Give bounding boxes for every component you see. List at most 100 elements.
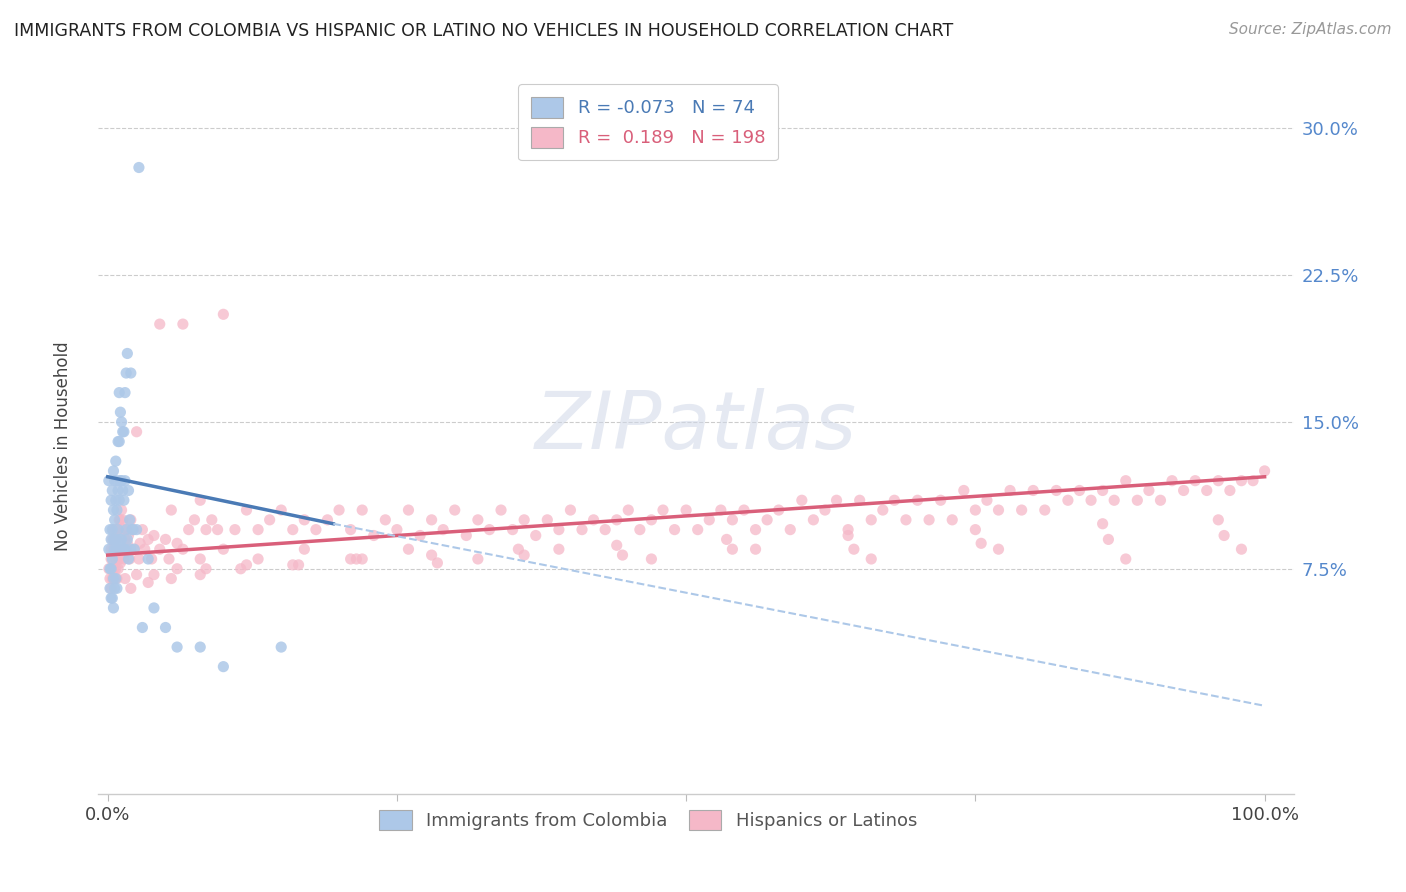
Point	[409, 528, 432, 542]
Point	[894, 513, 917, 527]
Point	[112, 552, 135, 566]
Point	[134, 542, 156, 557]
Point	[114, 572, 136, 586]
Point	[104, 582, 127, 596]
Point	[710, 503, 733, 517]
Point	[195, 523, 218, 537]
Point	[837, 528, 859, 542]
Point	[122, 523, 145, 537]
Point	[1033, 503, 1056, 517]
Point	[110, 503, 132, 517]
Point	[108, 542, 131, 557]
Point	[716, 533, 738, 547]
Point	[188, 493, 211, 508]
Point	[1241, 474, 1264, 488]
Point	[104, 523, 127, 537]
Point	[1137, 483, 1160, 498]
Point	[339, 552, 361, 566]
Point	[842, 542, 865, 557]
Point	[103, 503, 125, 517]
Point	[111, 483, 134, 498]
Point	[952, 483, 974, 498]
Point	[207, 523, 229, 537]
Point	[111, 425, 134, 439]
Point	[259, 513, 281, 527]
Point	[756, 513, 779, 527]
Point	[112, 425, 135, 439]
Point	[502, 523, 524, 537]
Point	[270, 640, 292, 654]
Point	[235, 558, 257, 572]
Point	[1213, 528, 1236, 542]
Point	[103, 562, 125, 576]
Point	[582, 513, 605, 527]
Point	[837, 523, 859, 537]
Point	[733, 503, 755, 517]
Point	[155, 533, 177, 547]
Point	[1057, 493, 1080, 508]
Point	[281, 558, 304, 572]
Point	[201, 513, 224, 527]
Point	[420, 548, 443, 562]
Point	[108, 552, 131, 566]
Point	[149, 317, 172, 331]
Point	[606, 538, 628, 552]
Point	[110, 474, 132, 488]
Point	[316, 513, 339, 527]
Text: No Vehicles in Household: No Vehicles in Household	[55, 341, 72, 551]
Point	[970, 536, 993, 550]
Point	[110, 474, 132, 488]
Point	[104, 562, 127, 576]
Point	[100, 562, 122, 576]
Point	[292, 513, 315, 527]
Point	[103, 542, 125, 557]
Point	[108, 513, 131, 527]
Point	[195, 562, 218, 576]
Point	[432, 523, 454, 537]
Point	[117, 346, 139, 360]
Point	[131, 620, 153, 634]
Point	[929, 493, 952, 508]
Point	[120, 366, 142, 380]
Point	[508, 542, 530, 557]
Point	[860, 513, 883, 527]
Point	[1022, 483, 1045, 498]
Point	[105, 542, 128, 557]
Point	[142, 567, 165, 582]
Point	[104, 513, 127, 527]
Point	[188, 552, 211, 566]
Point	[115, 523, 138, 537]
Point	[976, 493, 998, 508]
Point	[114, 542, 136, 557]
Point	[456, 528, 478, 542]
Point	[136, 575, 159, 590]
Point	[640, 552, 662, 566]
Point	[166, 640, 188, 654]
Point	[744, 523, 766, 537]
Point	[103, 533, 125, 547]
Point	[872, 503, 894, 517]
Point	[98, 582, 121, 596]
Point	[1208, 474, 1230, 488]
Point	[1115, 474, 1137, 488]
Point	[652, 503, 675, 517]
Point	[803, 513, 825, 527]
Point	[1195, 483, 1218, 498]
Point	[121, 523, 143, 537]
Point	[110, 405, 132, 419]
Point	[339, 523, 361, 537]
Point	[122, 523, 145, 537]
Point	[105, 503, 128, 517]
Point	[103, 523, 125, 537]
Point	[117, 533, 139, 547]
Point	[117, 528, 139, 542]
Point	[1173, 483, 1195, 498]
Point	[385, 523, 408, 537]
Point	[420, 513, 443, 527]
Point	[224, 523, 246, 537]
Point	[188, 567, 211, 582]
Point	[112, 523, 135, 537]
Text: IMMIGRANTS FROM COLOMBIA VS HISPANIC OR LATINO NO VEHICLES IN HOUSEHOLD CORRELAT: IMMIGRANTS FROM COLOMBIA VS HISPANIC OR …	[14, 22, 953, 40]
Point	[1091, 516, 1114, 531]
Point	[790, 493, 813, 508]
